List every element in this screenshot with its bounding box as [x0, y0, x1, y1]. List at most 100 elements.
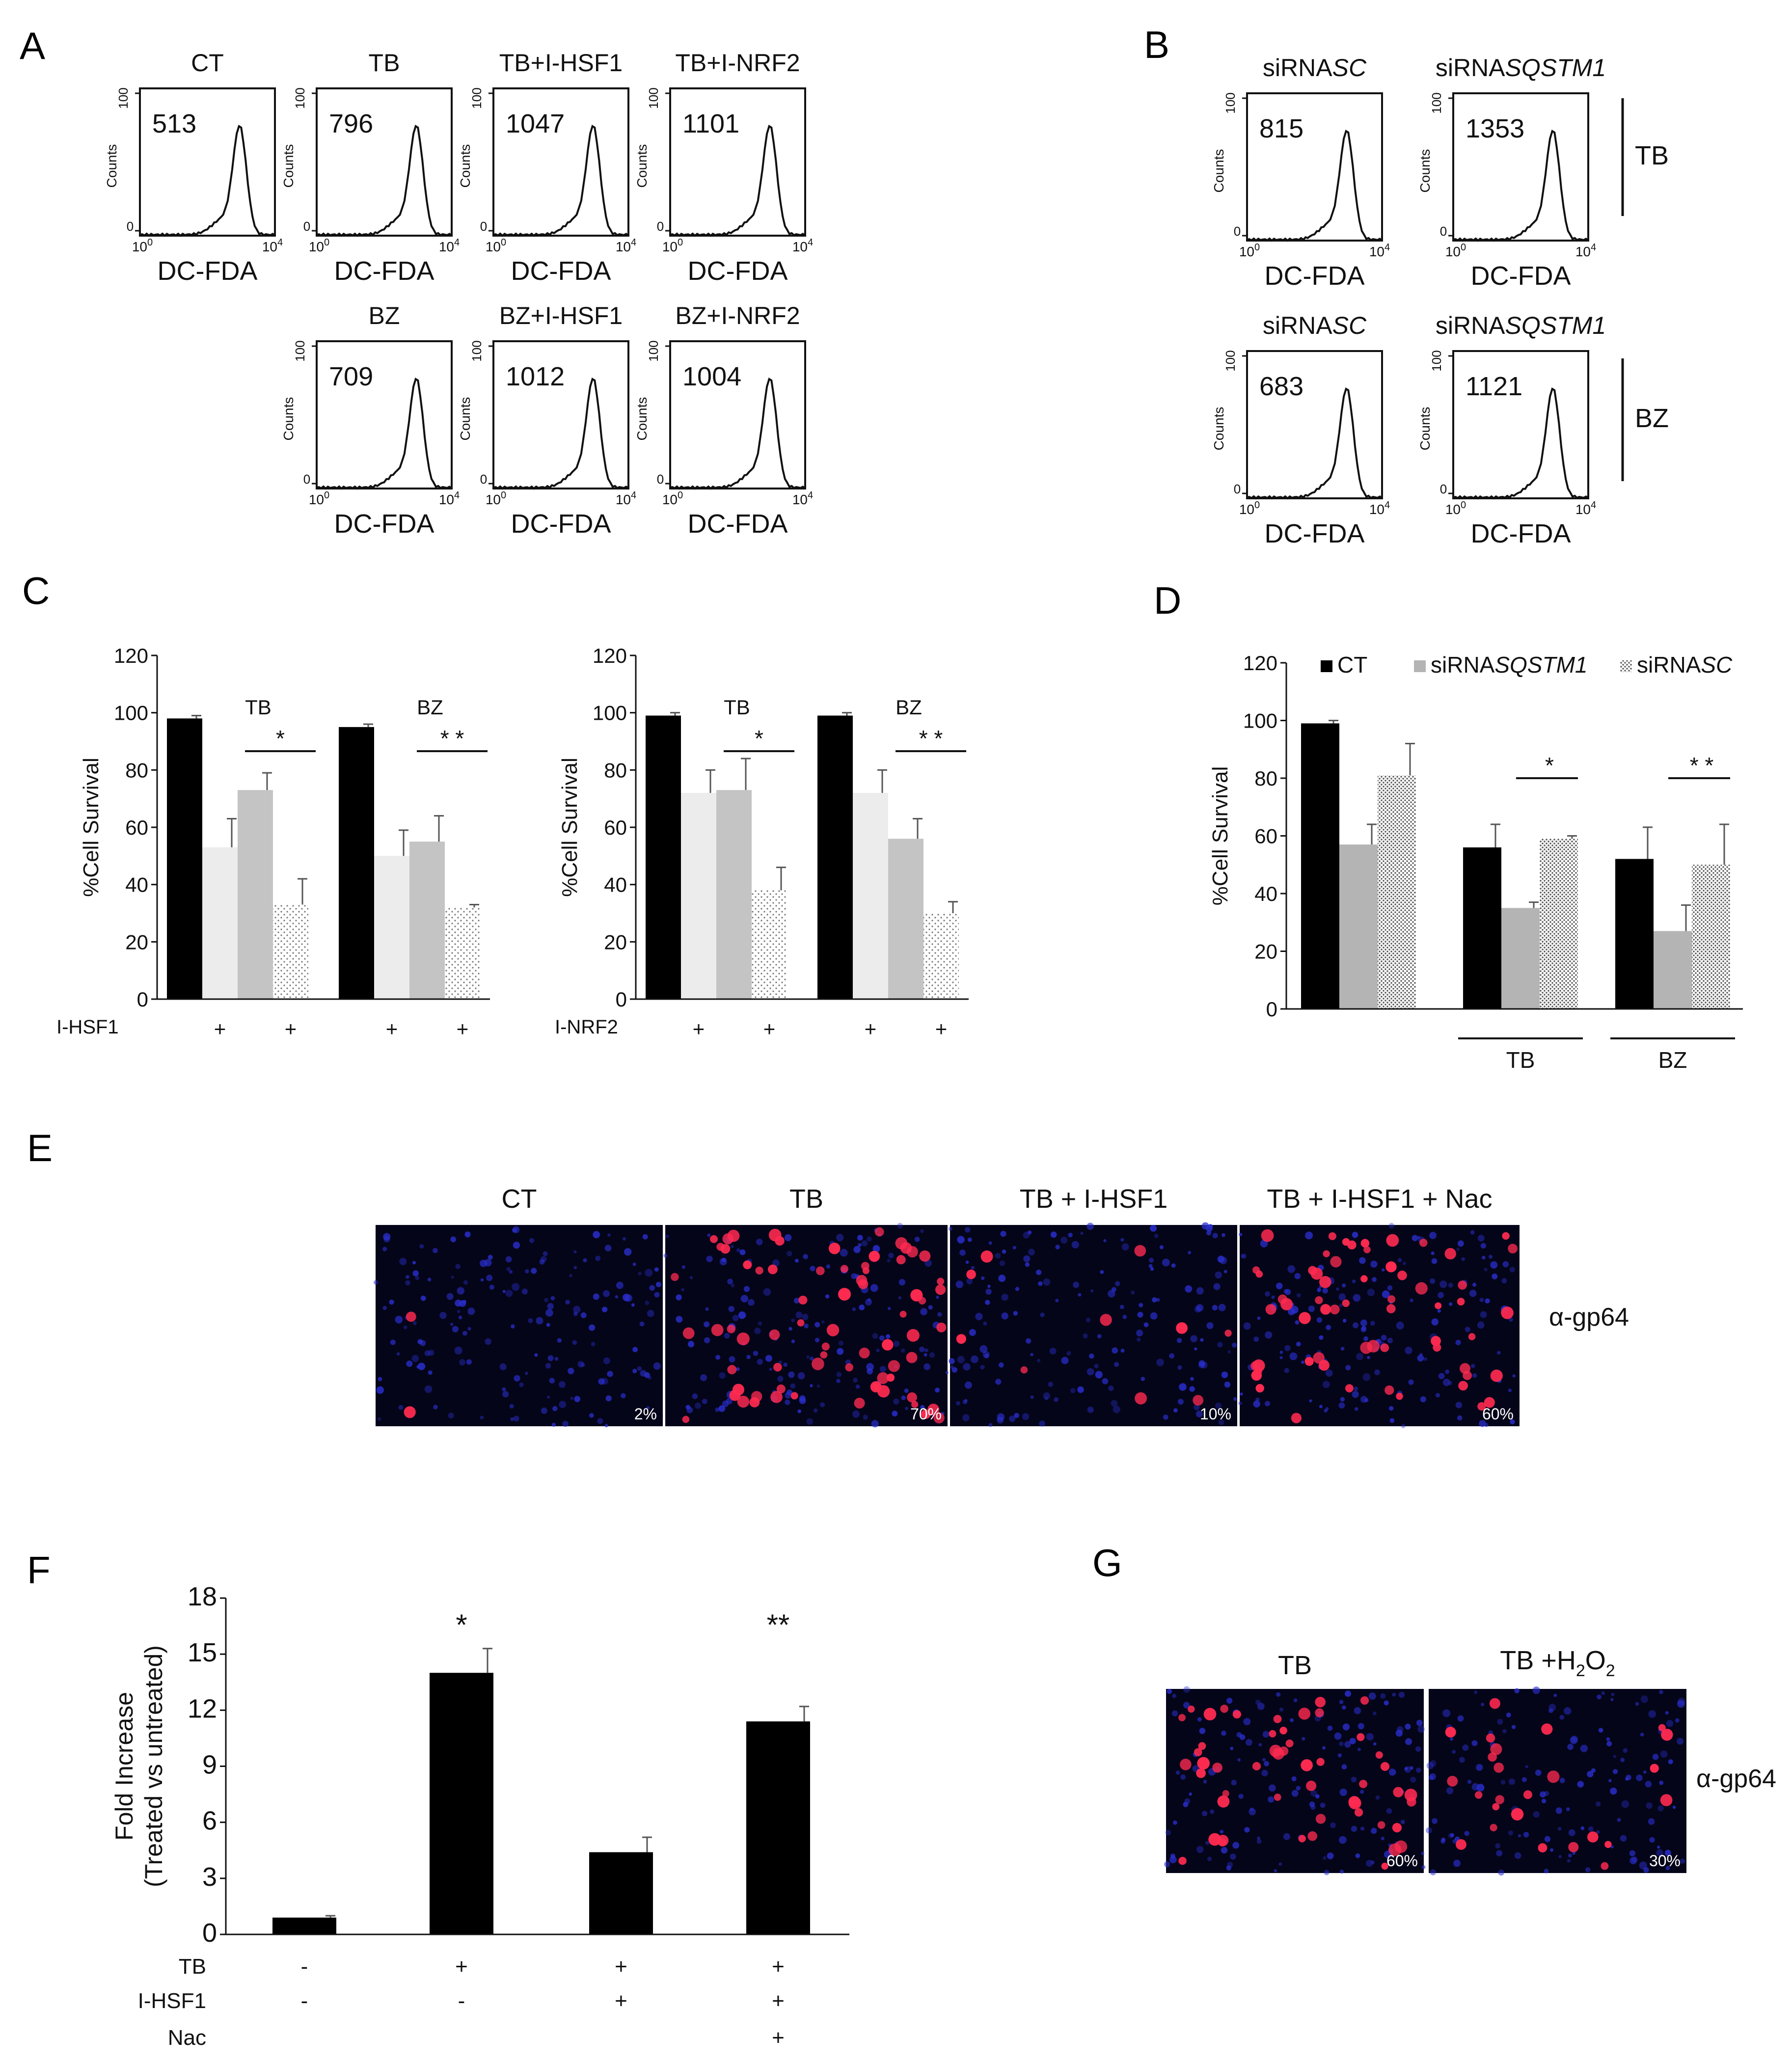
panel-g-1-nucleus	[1557, 1827, 1562, 1831]
panel-g-0-stained-cell	[1393, 1787, 1404, 1797]
panel-e-3-stained-cell	[1386, 1234, 1399, 1247]
panel-e-3-nucleus	[1410, 1298, 1413, 1303]
panel-e-0-nucleus	[480, 1278, 484, 1281]
panel-e-1-nucleus	[790, 1383, 795, 1389]
panel-g-1-nucleus	[1514, 1852, 1521, 1859]
panel-e-3-nucleus	[1478, 1235, 1485, 1242]
panel-e-0-nucleus	[419, 1244, 424, 1249]
panel-e-3-nucleus	[1455, 1339, 1461, 1345]
panel-g-0-nucleus	[1327, 1852, 1334, 1860]
panel-e-3-nucleus	[1445, 1369, 1450, 1374]
panel-e-1-nucleus	[663, 1253, 668, 1258]
flow-b-0-ybottom-label: 0	[1234, 224, 1241, 239]
panel-e-0-nucleus	[405, 1280, 410, 1286]
panel-e-3-nucleus	[1359, 1257, 1366, 1264]
panel-g-1-nucleus	[1426, 1827, 1432, 1834]
C2-row-mark-1: +	[693, 1017, 705, 1040]
panel-g-0-nucleus	[1175, 1770, 1180, 1775]
panel-g-0-nucleus	[1324, 1870, 1330, 1875]
panel-e-3-nucleus	[1417, 1355, 1424, 1362]
panel-e-3-nucleus	[1323, 1381, 1330, 1388]
panel-e-2-nucleus	[1068, 1232, 1073, 1238]
panel-g-0-nucleus	[1189, 1792, 1193, 1796]
panel-g-1-nucleus	[1620, 1835, 1627, 1842]
flow-a-5-xmax-label-exponent: 4	[631, 490, 636, 501]
panel-g-1-nucleus	[1629, 1850, 1635, 1856]
panel-e-1-nucleus	[867, 1368, 873, 1375]
panel-e-0-nucleus	[383, 1236, 390, 1243]
flow-a-1-xmax-label-exponent: 4	[454, 237, 460, 248]
panel-e-2-nucleus	[1102, 1378, 1109, 1385]
flow-a-6-ybottom-label: 0	[657, 472, 664, 487]
flow-b-0-ylabel: Counts	[1211, 149, 1226, 193]
panel-e-0-nucleus	[452, 1326, 459, 1332]
panel-g-1-nucleus	[1502, 1729, 1507, 1734]
panel-e-0-nucleus	[562, 1420, 569, 1427]
panel-e-1-nucleus	[904, 1388, 909, 1393]
panel-e-1-stained-cell	[770, 1391, 783, 1403]
panel-g-0-nucleus	[1264, 1761, 1269, 1766]
panel-g-1-stained-cell	[1541, 1723, 1553, 1735]
panel-e-1-nucleus	[825, 1294, 830, 1299]
flow-b-1-title-main: siRNA	[1436, 54, 1505, 82]
D-ytick-label: 120	[1243, 652, 1277, 675]
panel-g-0-stained-cell	[1178, 1714, 1186, 1721]
flow-b-3-xmax-label: 104	[1575, 500, 1596, 517]
panel-e-0-nucleus	[480, 1415, 484, 1419]
panel-e-1-nucleus	[715, 1355, 721, 1360]
flow-b-1-xmin-label-exponent: 0	[1461, 242, 1466, 253]
C2-ytick-label: 20	[604, 930, 627, 953]
panel-e-1-stained-cell	[845, 1363, 853, 1372]
panel-g-1-nucleus	[1596, 1830, 1600, 1834]
panel-e-1-nucleus	[724, 1332, 730, 1339]
panel-e-2-nucleus	[959, 1250, 966, 1256]
panel-e-1-stained-cell	[906, 1329, 920, 1342]
panel-g-0-nucleus	[1388, 1768, 1396, 1776]
panel-g-0-nucleus	[1345, 1690, 1351, 1697]
panel-e-2-nucleus	[1218, 1304, 1226, 1311]
panel-e-3-stained-cell	[1460, 1363, 1470, 1374]
panel-g-0-nucleus	[1366, 1733, 1374, 1741]
panel-e-2-nucleus	[1044, 1396, 1048, 1400]
panel-e-3-stained-cell	[1255, 1384, 1264, 1393]
F-2-bar	[589, 1852, 653, 1934]
panel-e-3-nucleus	[1340, 1347, 1345, 1351]
panel-e-1-stained-cell	[727, 1325, 736, 1333]
panel-e-3-nucleus	[1336, 1287, 1339, 1291]
panel-e-0-nucleus	[549, 1378, 555, 1384]
panel-e-3-stained-cell	[1347, 1240, 1357, 1250]
flow-a-5-title-main: BZ+I-HSF1	[499, 302, 623, 329]
panel-e-3-nucleus	[1382, 1268, 1385, 1272]
panel-g-0-stained-cell	[1217, 1795, 1230, 1808]
panel-g-0-nucleus	[1258, 1743, 1262, 1747]
panel-e-2-stained-cell	[956, 1334, 966, 1344]
flow-b-2-xlabel: DC-FDA	[1265, 519, 1365, 548]
panel-e-2-nucleus	[965, 1260, 969, 1264]
panel-e-2-nucleus	[983, 1321, 987, 1326]
panel-e-2-nucleus	[1009, 1415, 1016, 1422]
panel-e-1-stained-cell	[888, 1360, 900, 1372]
panel-e-0-nucleus	[373, 1280, 379, 1285]
C2-0-bar	[646, 715, 681, 999]
flow-a-4-xmin-label-exponent: 0	[324, 490, 329, 501]
panel-e-3-nucleus	[1431, 1318, 1439, 1326]
panel-e-0-nucleus	[583, 1258, 587, 1263]
panel-e-3-nucleus	[1360, 1319, 1367, 1327]
panel-g-0-nucleus	[1355, 1853, 1360, 1858]
panel-e-0-nucleus	[632, 1262, 636, 1266]
panel-e-2-nucleus	[1114, 1362, 1119, 1367]
panel-e-1-nucleus	[853, 1378, 858, 1383]
panel-e-1-stained-cell	[797, 1319, 805, 1327]
panel-e-1-nucleus	[920, 1308, 927, 1315]
panel-e-0-nucleus	[462, 1331, 467, 1336]
panel-e-3-nucleus	[1360, 1396, 1367, 1403]
panel-e-2-nucleus	[1022, 1413, 1030, 1420]
panel-e-3-nucleus	[1316, 1317, 1322, 1323]
panel-g-0-nucleus	[1405, 1723, 1411, 1730]
panel-e-3-nucleus	[1285, 1289, 1291, 1295]
panel-g-0-stained-cell	[1306, 1780, 1317, 1791]
panel-e-3-nucleus	[1449, 1302, 1453, 1306]
panel-g-1-nucleus	[1498, 1869, 1504, 1876]
